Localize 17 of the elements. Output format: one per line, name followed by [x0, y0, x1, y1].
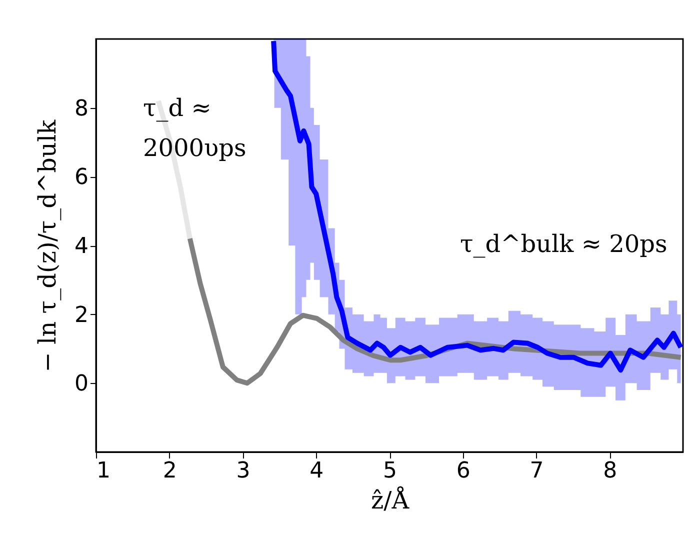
- x-axis-title: ẑ/Å: [370, 486, 410, 514]
- y-tick-label: 6: [74, 165, 88, 190]
- x-tick-label: 8: [603, 458, 618, 484]
- y-axis-title: − ln τ_d(z)/τ_d^bulk: [34, 119, 62, 372]
- y-tick-label: 4: [74, 234, 88, 259]
- x-tick-label: 3: [236, 458, 250, 484]
- x-tick-label: 2: [162, 458, 177, 484]
- annotation: τ_d ≈ 2000υps: [142, 94, 246, 162]
- y-tick-label: 2: [74, 302, 88, 328]
- x-tick-label: 5: [383, 458, 397, 484]
- x-tick-label: 6: [456, 458, 470, 484]
- x-tick-label: 7: [530, 458, 544, 484]
- annotation: τ_d^bulk ≈ 20ps: [460, 230, 668, 258]
- y-tick-label: 8: [74, 96, 88, 122]
- x-tick-label: 1: [96, 458, 110, 484]
- x-tick-label: 4: [310, 458, 324, 484]
- y-tick-label: 0: [74, 372, 88, 397]
